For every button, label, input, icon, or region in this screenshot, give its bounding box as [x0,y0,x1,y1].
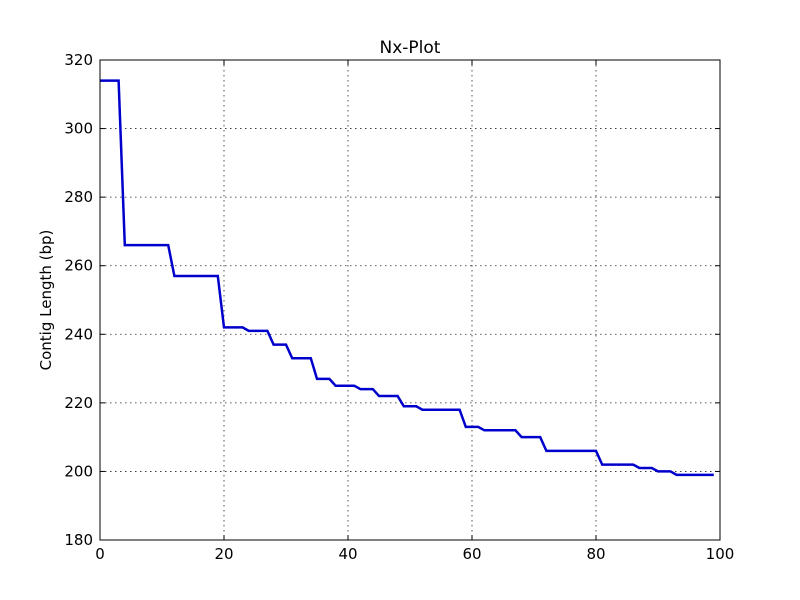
y-tick-label: 220 [64,394,93,412]
y-tick-label: 180 [64,531,93,549]
y-axis-label: Contig Length (bp) [37,230,55,371]
plot-frame [99,59,721,541]
grid [99,59,721,541]
y-tick-label: 260 [64,257,93,275]
x-tick-label: 0 [95,545,105,563]
chart-title: Nx-Plot [380,38,441,58]
x-tick-label: 100 [706,545,735,563]
x-tick-label: 40 [338,545,357,563]
x-tick-label: 60 [462,545,481,563]
axis-ticks: 0 20 40 60 80 100 180 200 220 240 260 280 300 320 [64,51,734,563]
nx-series-line [100,79,714,477]
x-tick-label: 80 [586,545,605,563]
y-tick-label: 240 [64,325,93,343]
y-tick-label: 280 [64,188,93,206]
x-tick-label: 20 [214,545,233,563]
series-layer [100,79,714,477]
y-tick-label: 320 [64,51,93,69]
y-tick-label: 200 [64,462,93,480]
y-tick-label: 300 [64,120,93,138]
